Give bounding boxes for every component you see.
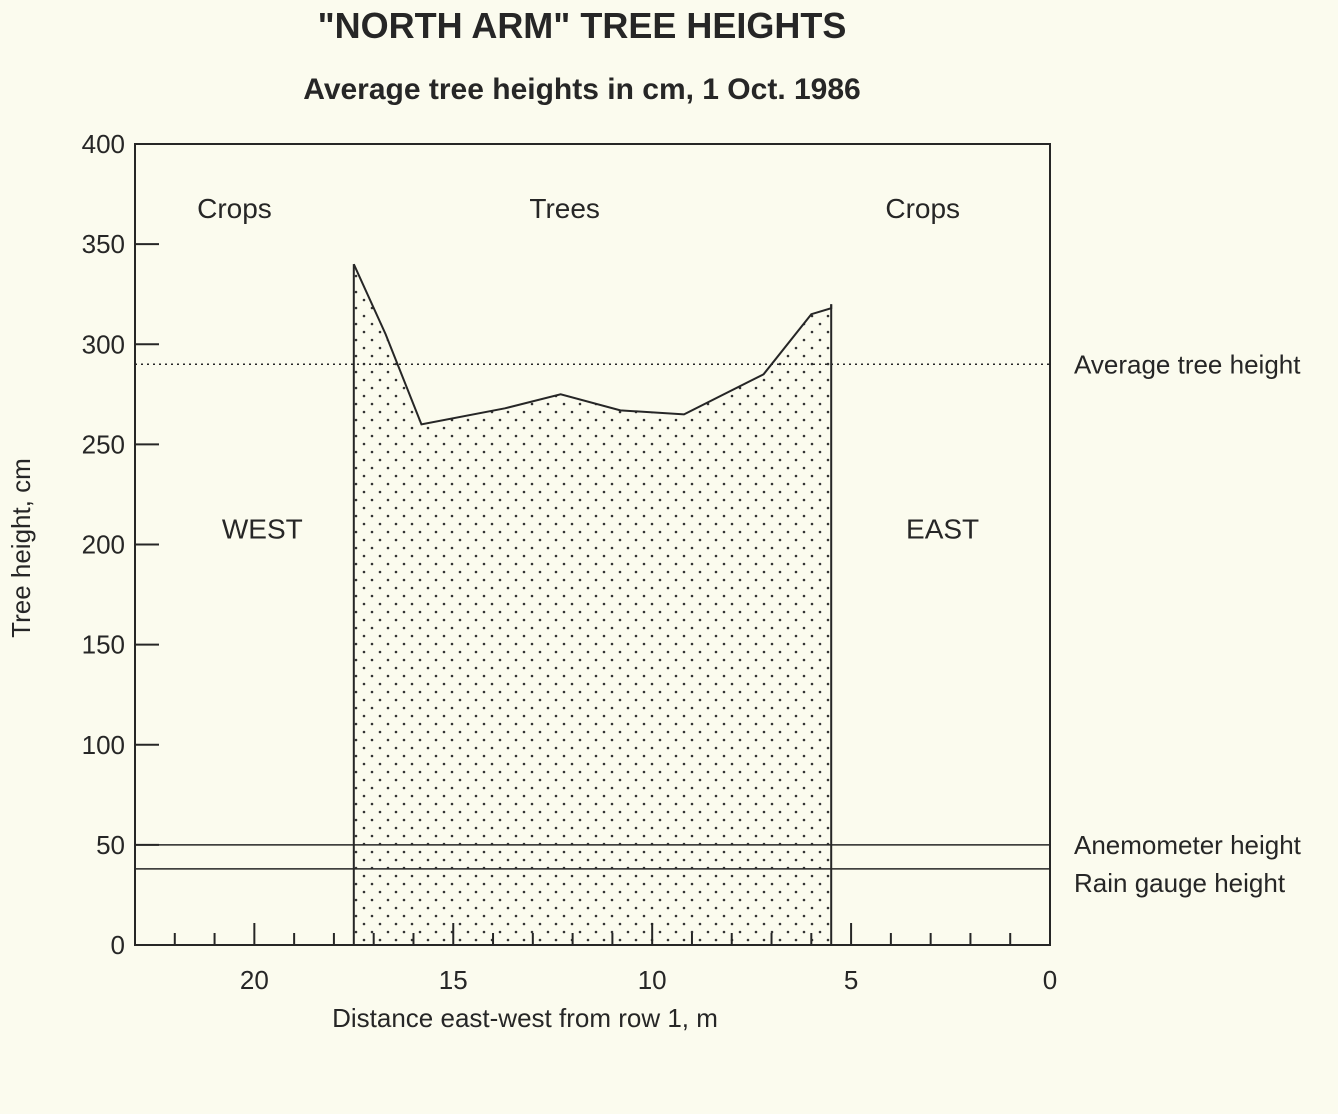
- tree-height-line: [352, 263, 833, 426]
- reference-line-label: Rain gauge height: [1074, 868, 1286, 898]
- x-tick-label: 20: [240, 965, 269, 995]
- y-tick-label: 200: [82, 530, 125, 560]
- y-tick-label: 100: [82, 730, 125, 760]
- x-tick-label: 15: [439, 965, 468, 995]
- y-tick-label: 250: [82, 429, 125, 459]
- region-label: Crops: [197, 193, 272, 224]
- y-tick-label: 350: [82, 229, 125, 259]
- region-label: Trees: [529, 193, 600, 224]
- region-label: EAST: [906, 513, 979, 544]
- y-tick-label: 400: [82, 129, 125, 159]
- region-label: Crops: [885, 193, 960, 224]
- reference-line-label: Anemometer height: [1074, 830, 1302, 860]
- annotations: Crops Trees Crops WEST EAST: [197, 193, 979, 544]
- y-tick-label: 150: [82, 630, 125, 660]
- series-layer: [352, 263, 833, 945]
- y-axis-label: Tree height, cm: [6, 458, 36, 638]
- y-tick-label: 300: [82, 329, 125, 359]
- x-tick-label: 5: [844, 965, 858, 995]
- region-label: WEST: [222, 513, 303, 544]
- x-tick-label: 10: [638, 965, 667, 995]
- tree-height-area: [353, 264, 832, 945]
- chart-title: "NORTH ARM" TREE HEIGHTS: [318, 5, 847, 46]
- x-axis-label: Distance east-west from row 1, m: [332, 1003, 718, 1033]
- reference-line-label: Average tree height: [1074, 349, 1301, 379]
- y-tick-label: 50: [96, 830, 125, 860]
- y-tick-label: 0: [111, 930, 125, 960]
- chart-subtitle: Average tree heights in cm, 1 Oct. 1986: [303, 73, 860, 106]
- x-tick-label: 0: [1043, 965, 1057, 995]
- reference-lines: Average tree height Anemometer height Rain…: [135, 349, 1302, 898]
